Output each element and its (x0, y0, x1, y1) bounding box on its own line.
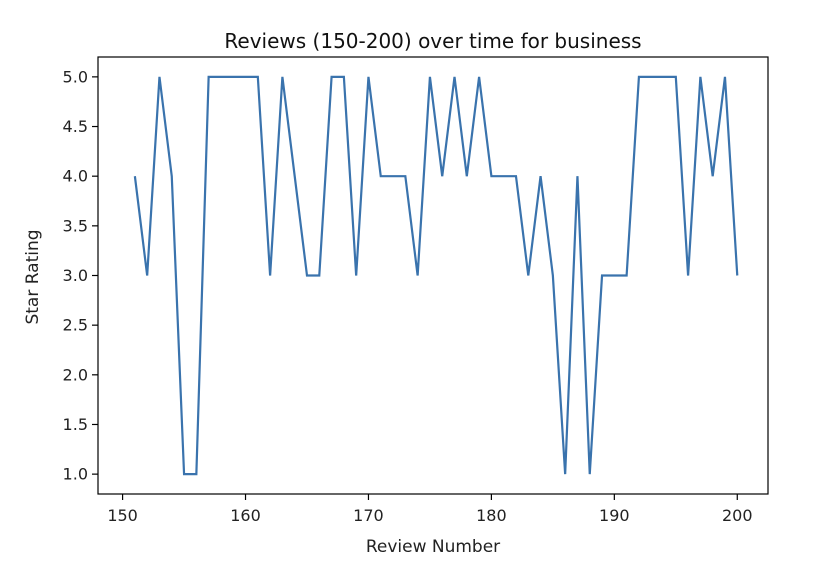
x-axis-label: Review Number (366, 537, 500, 557)
y-axis-label: Star Rating (23, 229, 43, 324)
y-tick-label: 4.0 (63, 167, 88, 186)
chart-title: Reviews (150-200) over time for business (224, 29, 641, 53)
y-tick-label: 1.5 (63, 415, 88, 434)
y-tick-label: 3.5 (63, 216, 88, 235)
y-tick-label: 2.0 (63, 365, 88, 384)
x-tick-label: 200 (722, 506, 753, 525)
x-tick-label: 160 (230, 506, 261, 525)
y-tick-label: 1.0 (63, 465, 88, 484)
x-tick-label: 170 (353, 506, 384, 525)
y-tick-label: 4.5 (63, 117, 88, 136)
y-tick-label: 5.0 (63, 67, 88, 86)
y-tick-label: 2.5 (63, 316, 88, 335)
x-tick-label: 180 (476, 506, 507, 525)
y-axis-ticks: 1.0 1.5 2.0 2.5 3.0 3.5 4.0 4.5 5.0 (63, 67, 98, 484)
series-line (133, 75, 739, 476)
x-tick-label: 150 (107, 506, 138, 525)
x-axis-ticks: 150 160 170 180 190 200 (107, 494, 753, 525)
y-tick-label: 3.0 (63, 266, 88, 285)
x-tick-label: 190 (599, 506, 630, 525)
